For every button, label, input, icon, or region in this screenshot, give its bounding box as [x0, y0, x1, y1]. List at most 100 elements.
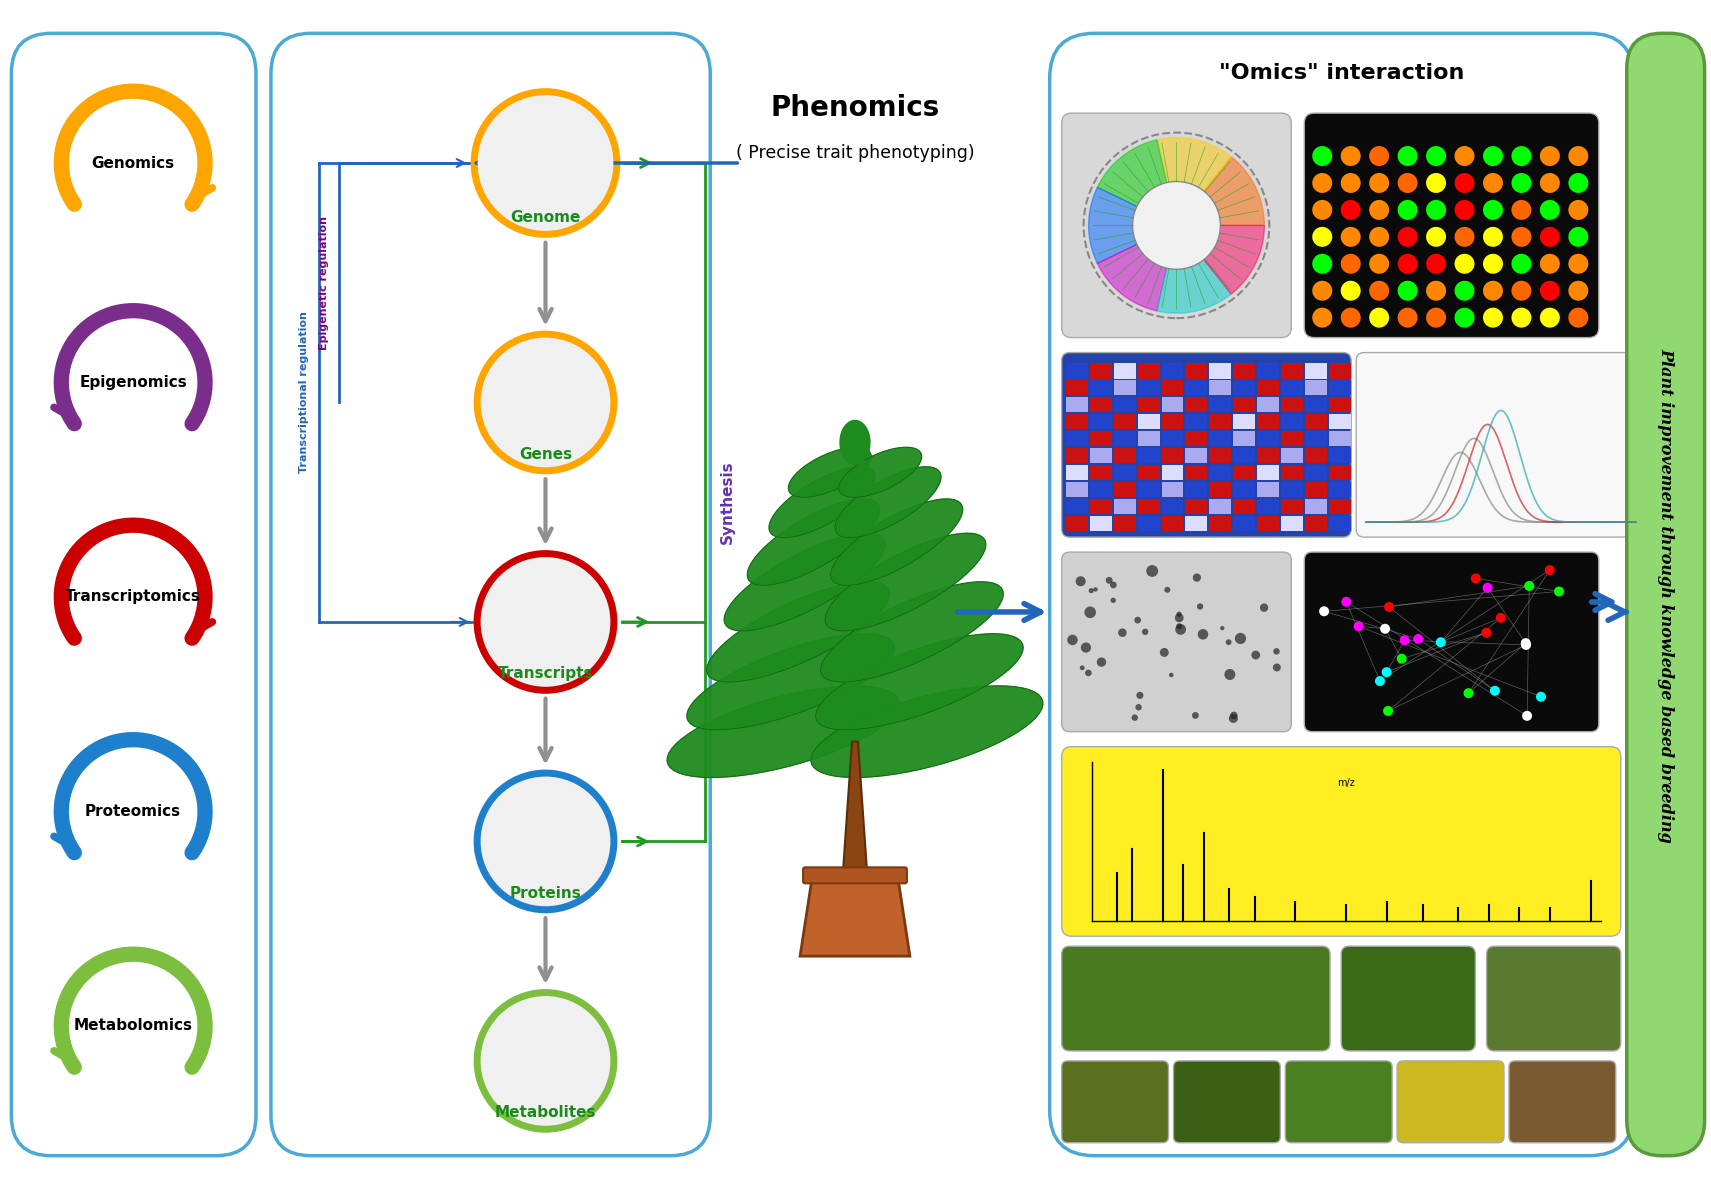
- Circle shape: [1369, 147, 1389, 166]
- Circle shape: [1093, 588, 1098, 591]
- FancyBboxPatch shape: [1210, 516, 1232, 532]
- FancyBboxPatch shape: [1114, 430, 1136, 446]
- Circle shape: [1369, 200, 1389, 219]
- Circle shape: [1569, 226, 1588, 247]
- FancyBboxPatch shape: [1162, 397, 1184, 412]
- FancyBboxPatch shape: [1090, 364, 1112, 379]
- Circle shape: [1088, 588, 1093, 594]
- FancyBboxPatch shape: [1305, 430, 1328, 446]
- Polygon shape: [724, 533, 885, 631]
- FancyBboxPatch shape: [1234, 498, 1256, 514]
- Circle shape: [1454, 200, 1475, 219]
- FancyBboxPatch shape: [1258, 465, 1280, 480]
- Circle shape: [1081, 642, 1092, 653]
- Circle shape: [1525, 581, 1535, 591]
- FancyBboxPatch shape: [1138, 430, 1160, 446]
- FancyBboxPatch shape: [1066, 380, 1088, 396]
- FancyBboxPatch shape: [1258, 414, 1280, 429]
- Circle shape: [1131, 714, 1138, 721]
- Polygon shape: [789, 447, 871, 497]
- FancyBboxPatch shape: [1090, 498, 1112, 514]
- FancyBboxPatch shape: [1282, 397, 1304, 412]
- FancyBboxPatch shape: [1066, 430, 1088, 446]
- Circle shape: [1163, 586, 1170, 592]
- Circle shape: [1483, 226, 1502, 247]
- FancyBboxPatch shape: [1061, 552, 1292, 732]
- Circle shape: [1312, 254, 1333, 274]
- Polygon shape: [811, 685, 1044, 777]
- Circle shape: [1463, 688, 1473, 699]
- Circle shape: [1425, 200, 1446, 219]
- Circle shape: [1273, 664, 1282, 671]
- Circle shape: [1536, 691, 1547, 702]
- Text: ( Precise trait phenotyping): ( Precise trait phenotyping): [736, 144, 974, 162]
- Circle shape: [1569, 173, 1588, 193]
- Circle shape: [1511, 200, 1531, 219]
- Circle shape: [481, 557, 611, 687]
- Circle shape: [1384, 602, 1394, 611]
- Circle shape: [1369, 173, 1389, 193]
- FancyBboxPatch shape: [1282, 380, 1304, 396]
- Circle shape: [1482, 628, 1492, 638]
- FancyBboxPatch shape: [1282, 482, 1304, 497]
- Circle shape: [1220, 626, 1225, 631]
- FancyBboxPatch shape: [1066, 397, 1088, 412]
- Circle shape: [1511, 308, 1531, 328]
- Circle shape: [1341, 147, 1360, 166]
- Circle shape: [1341, 281, 1360, 300]
- FancyBboxPatch shape: [1234, 397, 1256, 412]
- Polygon shape: [707, 582, 890, 682]
- Circle shape: [1569, 200, 1588, 219]
- Circle shape: [1076, 576, 1086, 586]
- Circle shape: [1482, 583, 1492, 592]
- Circle shape: [1341, 226, 1360, 247]
- Circle shape: [1119, 628, 1126, 637]
- FancyBboxPatch shape: [1258, 498, 1280, 514]
- Polygon shape: [821, 582, 1003, 682]
- Text: Genome: Genome: [510, 210, 580, 225]
- Text: Transcripts: Transcripts: [498, 666, 594, 682]
- FancyBboxPatch shape: [1304, 552, 1598, 732]
- Circle shape: [1353, 621, 1364, 632]
- Circle shape: [1521, 640, 1531, 650]
- FancyBboxPatch shape: [1061, 746, 1620, 936]
- Polygon shape: [667, 685, 900, 777]
- FancyBboxPatch shape: [1258, 380, 1280, 396]
- Circle shape: [1251, 651, 1261, 659]
- Polygon shape: [1177, 225, 1264, 294]
- FancyBboxPatch shape: [1329, 430, 1352, 446]
- FancyBboxPatch shape: [1329, 516, 1352, 532]
- Circle shape: [1312, 226, 1333, 247]
- Circle shape: [481, 337, 611, 467]
- Circle shape: [1136, 691, 1143, 699]
- FancyBboxPatch shape: [1061, 353, 1352, 538]
- FancyBboxPatch shape: [1329, 448, 1352, 464]
- FancyBboxPatch shape: [1282, 414, 1304, 429]
- Circle shape: [1398, 173, 1418, 193]
- FancyBboxPatch shape: [1341, 946, 1475, 1051]
- Circle shape: [1085, 670, 1092, 676]
- Circle shape: [1454, 226, 1475, 247]
- Circle shape: [1175, 623, 1182, 629]
- FancyBboxPatch shape: [1305, 414, 1328, 429]
- Circle shape: [1193, 712, 1199, 719]
- FancyBboxPatch shape: [1049, 33, 1634, 1156]
- FancyBboxPatch shape: [1174, 1061, 1280, 1143]
- Circle shape: [1569, 281, 1588, 300]
- Circle shape: [1511, 173, 1531, 193]
- Circle shape: [1454, 254, 1475, 274]
- FancyBboxPatch shape: [1234, 380, 1256, 396]
- FancyBboxPatch shape: [1114, 397, 1136, 412]
- FancyBboxPatch shape: [1234, 430, 1256, 446]
- FancyBboxPatch shape: [1061, 1061, 1169, 1143]
- Circle shape: [1169, 672, 1174, 677]
- FancyBboxPatch shape: [1305, 448, 1328, 464]
- Polygon shape: [1157, 225, 1232, 313]
- FancyBboxPatch shape: [1186, 482, 1208, 497]
- FancyBboxPatch shape: [1305, 364, 1328, 379]
- FancyBboxPatch shape: [1210, 380, 1232, 396]
- FancyBboxPatch shape: [1186, 448, 1208, 464]
- Circle shape: [1540, 226, 1560, 247]
- FancyBboxPatch shape: [1234, 516, 1256, 532]
- FancyBboxPatch shape: [1282, 498, 1304, 514]
